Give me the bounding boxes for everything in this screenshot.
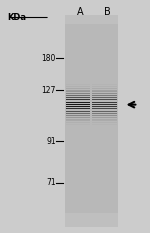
Bar	[92, 84, 117, 85]
Text: 71: 71	[46, 178, 56, 188]
Bar	[65, 15, 91, 227]
Bar	[92, 90, 117, 91]
Bar	[92, 124, 117, 125]
Text: A: A	[77, 7, 83, 17]
Bar	[92, 99, 117, 100]
Bar	[92, 111, 117, 112]
Bar	[66, 84, 90, 85]
Bar	[66, 115, 90, 116]
Bar	[92, 109, 117, 110]
Text: 91: 91	[46, 137, 56, 146]
Bar	[92, 95, 117, 96]
Bar	[66, 108, 90, 109]
Bar	[66, 109, 90, 110]
Bar	[91, 15, 118, 227]
Bar	[66, 111, 90, 112]
Bar	[66, 110, 90, 111]
Bar	[92, 117, 117, 118]
Bar	[92, 113, 117, 114]
Bar	[66, 93, 90, 94]
Bar	[92, 88, 117, 89]
Bar	[92, 93, 117, 94]
Bar	[65, 24, 91, 213]
Bar	[92, 86, 117, 87]
Bar	[92, 102, 117, 103]
Bar	[92, 110, 117, 111]
Bar	[66, 102, 90, 103]
Bar	[66, 95, 90, 96]
Bar	[91, 24, 118, 213]
Bar	[92, 91, 117, 92]
Bar	[66, 104, 90, 105]
Bar	[66, 99, 90, 100]
Bar	[66, 122, 90, 123]
Bar	[66, 97, 90, 98]
Text: 127: 127	[42, 86, 56, 95]
Bar	[66, 86, 90, 87]
Bar	[66, 90, 90, 91]
Bar	[66, 88, 90, 89]
Bar	[66, 106, 90, 107]
Bar	[66, 117, 90, 118]
Bar	[92, 115, 117, 116]
Bar	[92, 97, 117, 98]
Text: 180: 180	[42, 54, 56, 63]
Text: B: B	[104, 7, 111, 17]
Bar	[92, 122, 117, 123]
Bar	[66, 113, 90, 114]
Bar	[92, 106, 117, 107]
Bar	[66, 91, 90, 92]
Bar	[92, 104, 117, 105]
Bar	[92, 108, 117, 109]
Text: KDa: KDa	[7, 13, 26, 22]
Bar	[66, 124, 90, 125]
